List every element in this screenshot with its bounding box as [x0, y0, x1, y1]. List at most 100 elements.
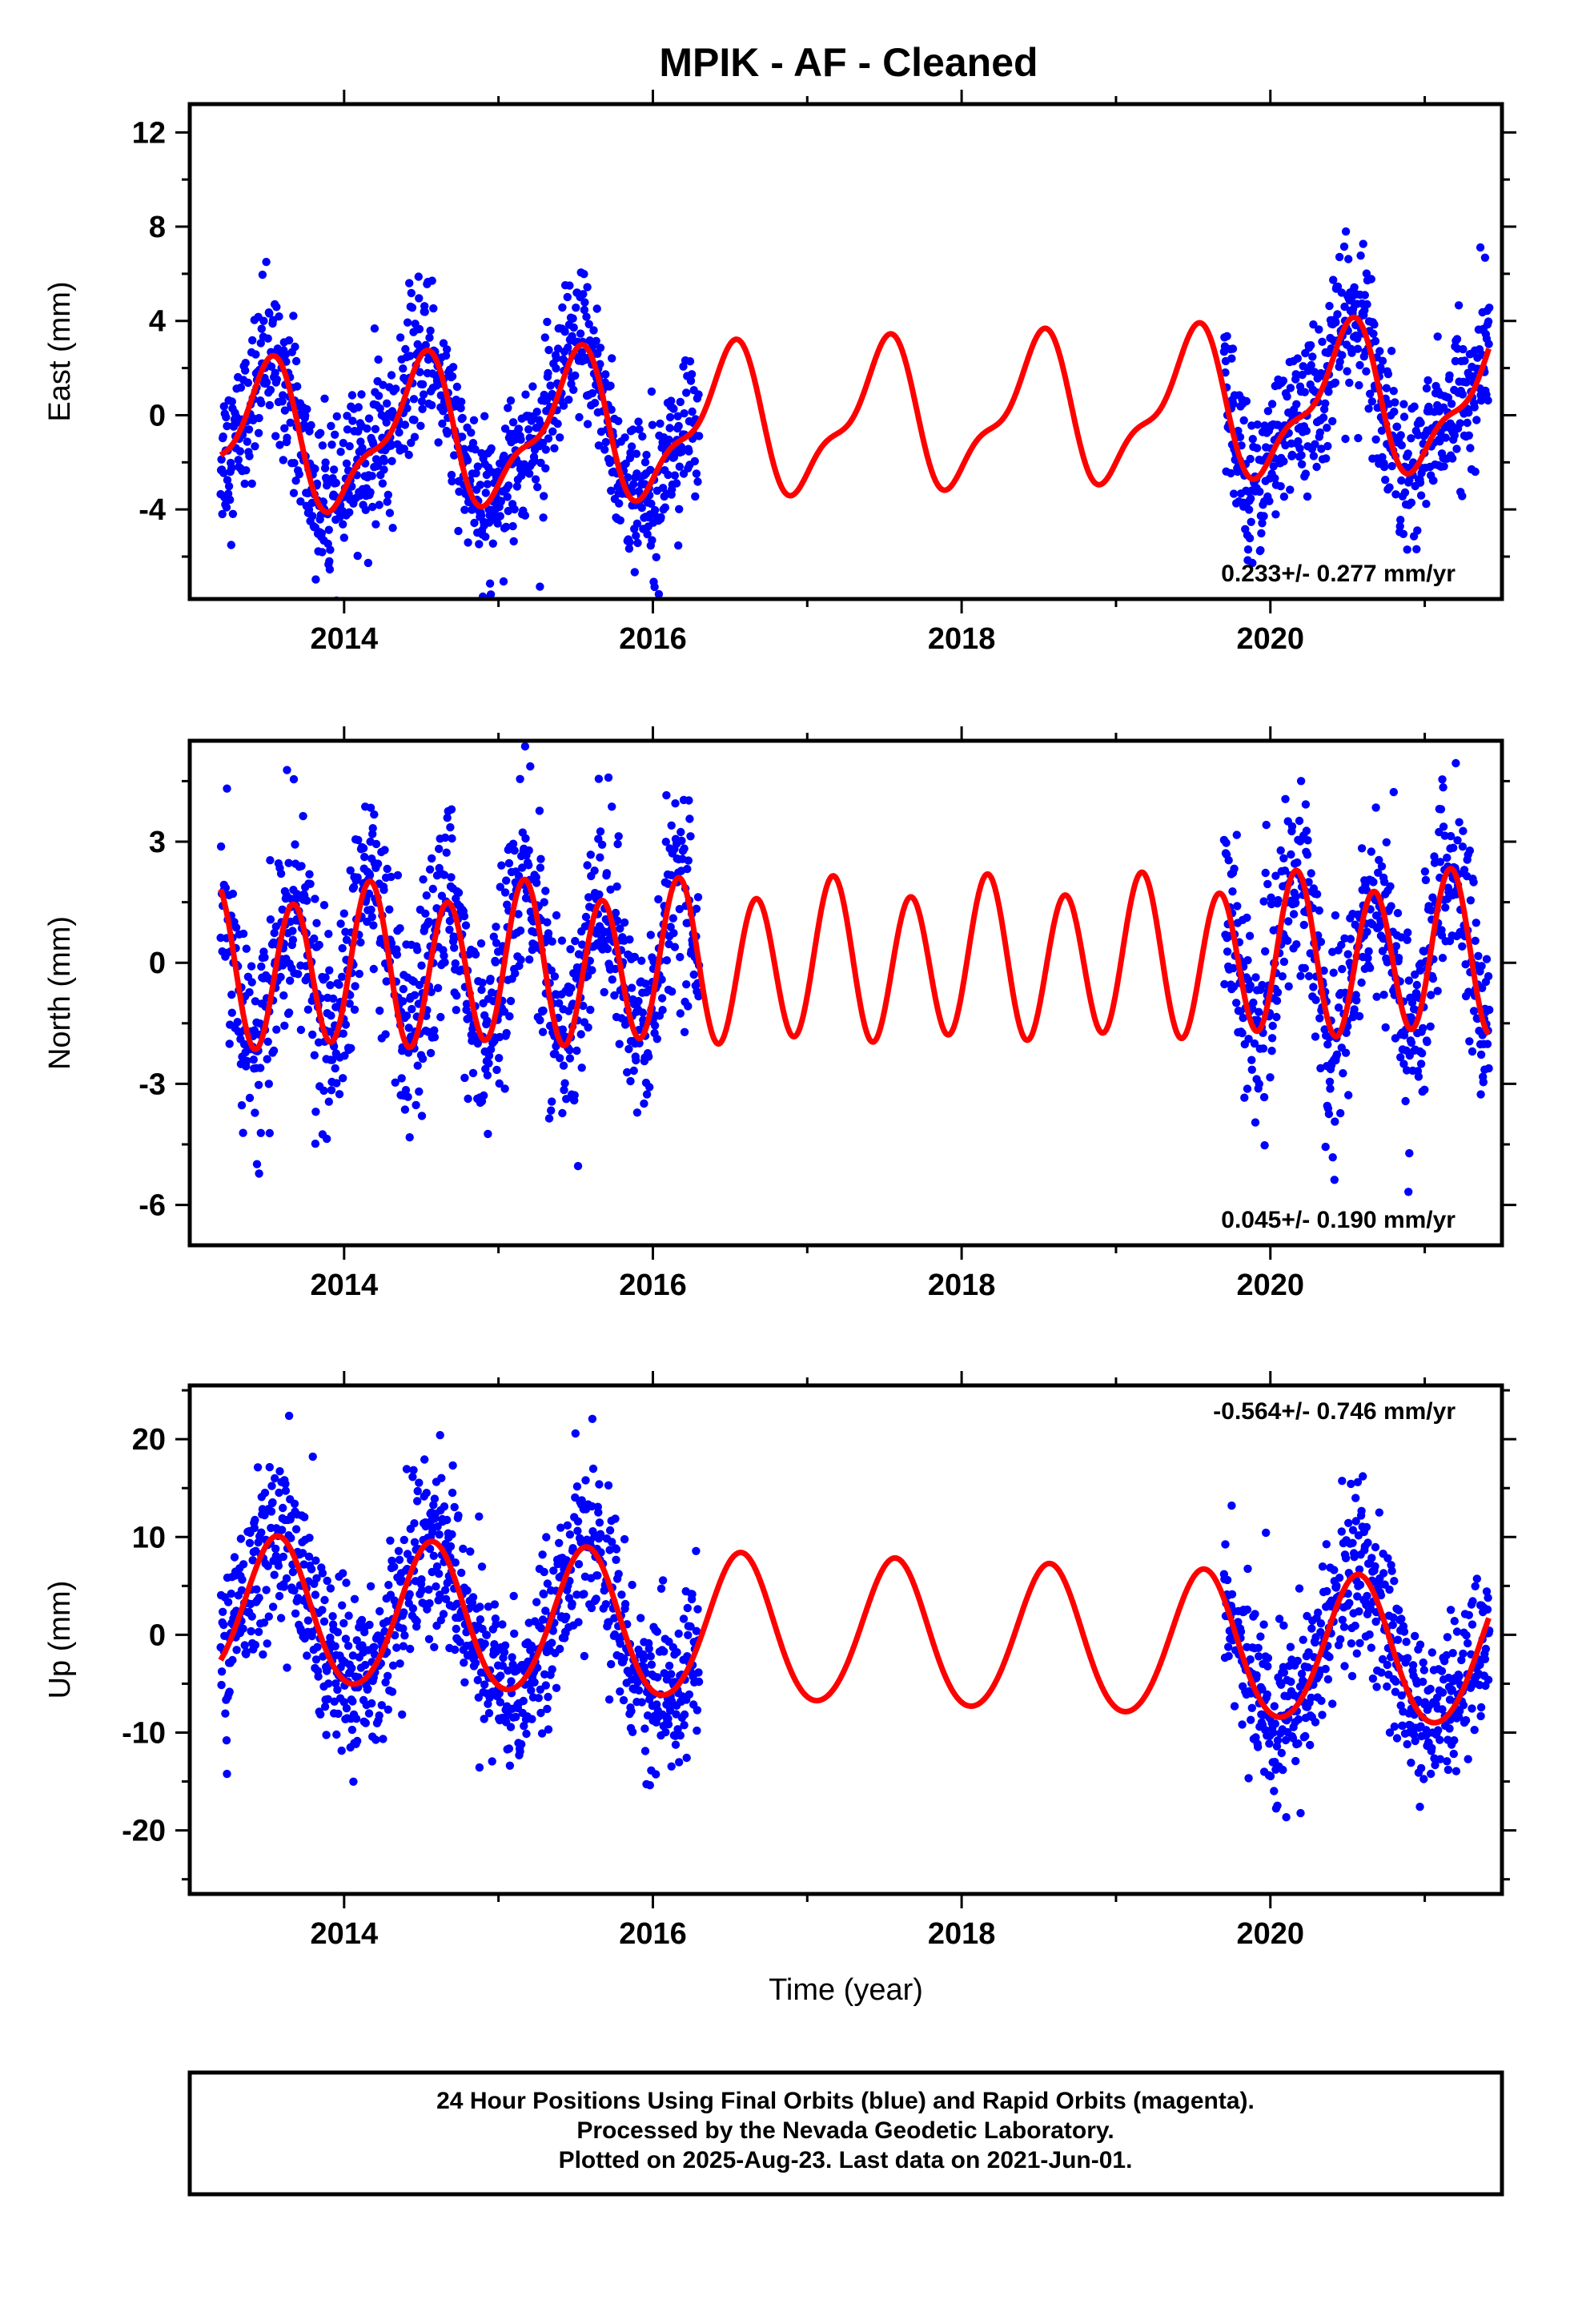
data-point: [500, 1641, 510, 1650]
data-point: [669, 404, 678, 413]
data-point: [1474, 951, 1483, 961]
data-point: [1309, 452, 1319, 460]
data-point: [369, 964, 378, 974]
data-point: [416, 368, 424, 376]
data-point: [677, 827, 685, 837]
data-point: [279, 456, 287, 464]
data-point: [311, 1556, 320, 1565]
data-point: [461, 921, 471, 930]
data-point: [1341, 1554, 1351, 1562]
data-point: [1229, 489, 1239, 498]
data-point: [1325, 1077, 1335, 1087]
data-point: [590, 866, 599, 875]
data-point: [676, 397, 685, 407]
data-point: [326, 545, 335, 554]
data-point: [1391, 1687, 1400, 1696]
data-point: [596, 344, 605, 352]
data-point: [1257, 529, 1266, 538]
data-point: [1331, 378, 1340, 387]
data-point: [364, 414, 374, 423]
data-point: [247, 1626, 255, 1636]
data-point: [540, 898, 548, 907]
data-point: [1229, 400, 1238, 408]
data-point: [1409, 1730, 1419, 1739]
data-point: [677, 448, 686, 456]
data-point: [460, 505, 469, 514]
data-point: [271, 432, 280, 440]
data-point: [448, 1461, 457, 1470]
data-point: [579, 1001, 588, 1011]
data-point: [306, 879, 315, 889]
data-point: [684, 1002, 693, 1011]
data-point: [623, 1068, 632, 1077]
data-point: [262, 378, 271, 387]
data-point: [569, 385, 578, 394]
data-point: [443, 429, 452, 438]
data-point: [1435, 1735, 1444, 1744]
data-point: [267, 1482, 276, 1490]
data-point: [1283, 392, 1291, 401]
data-point: [1351, 1494, 1360, 1502]
data-point: [219, 1607, 227, 1617]
data-point: [464, 538, 472, 547]
data-point: [466, 1547, 475, 1556]
data-point: [248, 1556, 257, 1565]
data-point: [408, 1604, 418, 1613]
data-point: [454, 1511, 463, 1520]
data-point: [1419, 1023, 1427, 1033]
data-point: [1247, 1065, 1257, 1075]
data-point: [1302, 426, 1311, 436]
data-point: [1221, 1540, 1230, 1549]
data-point: [415, 1087, 424, 1096]
data-point: [1255, 487, 1264, 497]
data-point: [1323, 1586, 1331, 1596]
data-point: [525, 469, 534, 478]
data-point: [260, 953, 269, 962]
data-point: [625, 935, 634, 944]
data-point: [251, 1515, 259, 1525]
data-point: [1233, 902, 1242, 911]
data-point: [1222, 838, 1231, 847]
data-point: [670, 471, 680, 480]
data-point: [399, 364, 408, 373]
data-point: [342, 935, 351, 944]
data-point: [228, 509, 238, 518]
data-point: [421, 909, 430, 919]
data-point: [536, 1015, 544, 1025]
data-point: [328, 1612, 337, 1621]
data-point: [1323, 424, 1331, 432]
data-point: [371, 424, 380, 433]
data-point: [634, 1686, 644, 1695]
data-point: [272, 303, 281, 312]
data-point: [1387, 461, 1396, 471]
data-point: [1472, 416, 1481, 424]
data-point: [1391, 398, 1399, 407]
data-point: [1450, 1736, 1459, 1745]
data-point: [264, 1080, 273, 1088]
data-point: [1344, 1091, 1353, 1100]
data-point: [1308, 352, 1317, 361]
data-point: [565, 1054, 575, 1063]
data-point: [412, 1100, 420, 1110]
data-point: [1359, 1472, 1367, 1481]
data-point: [297, 862, 306, 870]
data-point: [284, 1008, 294, 1017]
data-point: [573, 1161, 583, 1171]
data-point: [452, 1599, 462, 1608]
data-point: [1468, 1620, 1477, 1629]
data-point: [1437, 1667, 1447, 1675]
data-point: [1338, 1477, 1347, 1486]
data-point: [634, 417, 643, 426]
data-point: [354, 403, 363, 412]
data-point: [400, 1608, 408, 1617]
data-point: [574, 1560, 584, 1569]
data-point: [1461, 1716, 1471, 1725]
data-point: [1251, 1610, 1259, 1618]
data-point: [1399, 1059, 1408, 1068]
data-point: [1287, 822, 1297, 831]
data-point: [247, 978, 256, 987]
data-point: [533, 483, 542, 492]
data-point: [1436, 805, 1446, 814]
data-point: [480, 412, 489, 420]
data-point: [416, 421, 425, 430]
